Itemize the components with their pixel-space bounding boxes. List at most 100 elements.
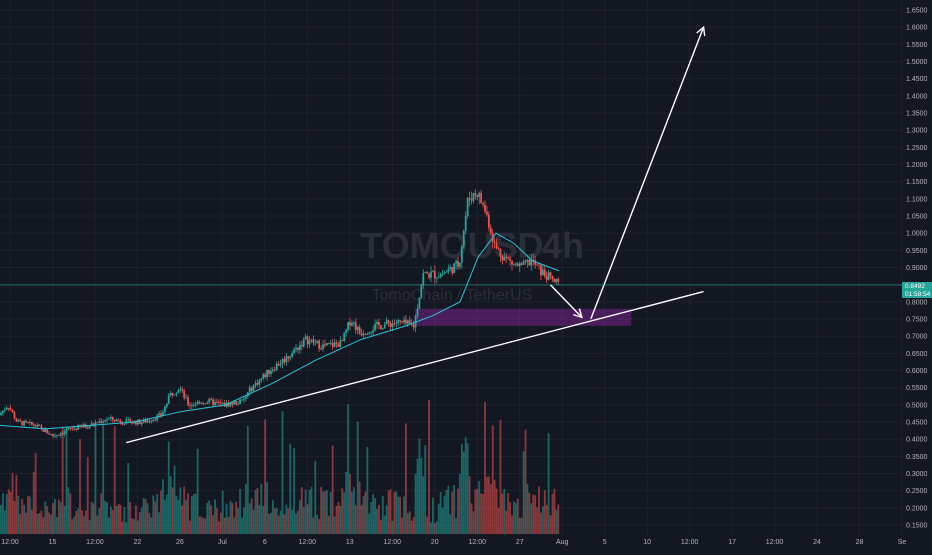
candle-body: [351, 323, 353, 326]
candle-body: [482, 202, 484, 205]
volume-bar: [44, 501, 47, 534]
volume-bar: [100, 493, 103, 534]
volume-bar: [34, 452, 37, 534]
candle-body: [254, 382, 257, 386]
x-tick-label: 15: [49, 539, 57, 546]
y-tick-label: 1.3000: [906, 128, 928, 135]
candle-body: [67, 428, 70, 430]
candle-body: [324, 344, 326, 346]
candle-body: [138, 419, 141, 424]
candle-body: [162, 412, 164, 416]
candle-body: [34, 425, 37, 427]
volume-bar: [185, 500, 187, 534]
volume-bar: [358, 481, 361, 534]
volume-bar: [36, 513, 39, 534]
candle-body: [77, 425, 80, 430]
candle-body: [148, 420, 151, 422]
candle-body: [540, 265, 542, 276]
volume-bar: [86, 457, 89, 534]
price-axis[interactable]: 1.6500 1.6000 1.5500 1.5000 1.4500 1.4000 1.35…: [906, 8, 928, 530]
volume-bar: [9, 492, 12, 534]
x-tick-label: 12:00: [766, 539, 784, 546]
volume-bar: [142, 497, 145, 534]
candle-body: [50, 433, 53, 435]
volume-bar: [293, 448, 295, 534]
volume-bar: [246, 425, 249, 534]
candle-body: [466, 197, 469, 217]
candle-body: [472, 193, 475, 201]
volume-bars: [0, 400, 560, 534]
support-zone[interactable]: [414, 308, 632, 326]
candle-body: [470, 199, 473, 201]
y-tick-label: 1.2000: [906, 162, 928, 169]
volume-bar: [202, 518, 205, 534]
candle-body: [379, 325, 382, 330]
candle-body: [399, 320, 402, 322]
candle-body: [331, 343, 334, 347]
volume-bar: [453, 485, 456, 534]
volume-bar: [19, 514, 22, 534]
volume-bar: [329, 492, 332, 534]
volume-bar: [428, 400, 430, 534]
volume-bar: [391, 521, 394, 534]
candle-body: [387, 320, 390, 324]
candle-body: [129, 419, 132, 424]
volume-bar: [30, 509, 33, 534]
volume-bar: [252, 509, 255, 534]
volume-bar: [320, 487, 322, 534]
candle-body: [555, 278, 558, 283]
x-tick-label: 12:00: [468, 539, 486, 546]
time-axis[interactable]: 12:00 15 12:00 22 26 Jul 6 12:00 13 12:00 20 12:00 2…: [1, 539, 906, 546]
candle-body: [408, 320, 411, 324]
volume-bar: [364, 491, 367, 534]
candle-body: [389, 323, 392, 327]
volume-bar: [422, 476, 425, 534]
y-tick-label: 0.7000: [906, 334, 928, 341]
volume-bar: [102, 423, 105, 534]
candle-body: [140, 422, 143, 424]
candle-body: [526, 259, 529, 262]
volume-bar: [524, 429, 527, 534]
candle-body: [15, 418, 18, 422]
x-tick-label: Aug: [556, 539, 569, 546]
candle-body: [59, 433, 62, 436]
countdown-label: 01:58:54: [905, 291, 931, 298]
candle-body: [48, 433, 51, 435]
candle-body: [177, 390, 180, 394]
volume-bar: [287, 508, 290, 534]
volume-bar: [551, 493, 554, 534]
volume-bar: [52, 503, 54, 534]
volume-bar: [136, 520, 139, 534]
volume-bar: [96, 515, 99, 534]
candle-body: [216, 401, 218, 403]
volume-bar: [534, 495, 537, 534]
candle-body: [368, 332, 371, 335]
volume-bar: [378, 504, 380, 534]
candle-body: [549, 272, 552, 276]
volume-bar: [244, 483, 247, 534]
candle-body: [412, 324, 415, 328]
candle-body: [181, 388, 184, 391]
volume-bar: [433, 523, 436, 534]
y-tick-label: 0.2000: [906, 505, 928, 512]
volume-bar: [372, 494, 375, 534]
volume-bar: [121, 521, 124, 534]
candle-body: [370, 332, 373, 334]
volume-bar: [464, 437, 467, 534]
volume-bar: [484, 401, 486, 534]
candle-body: [403, 319, 405, 323]
candle-body: [268, 369, 270, 374]
candle-body: [25, 420, 27, 422]
candle-body: [453, 263, 456, 274]
candle-body: [0, 412, 2, 416]
drawings[interactable]: [126, 25, 706, 444]
y-tick-label: 1.6500: [906, 8, 928, 15]
candle-body: [187, 397, 189, 406]
candle-body: [57, 435, 60, 436]
volume-bar: [0, 504, 2, 534]
y-tick-label: 1.0500: [906, 214, 928, 221]
candle-body: [520, 263, 523, 265]
volume-bar: [11, 473, 14, 534]
